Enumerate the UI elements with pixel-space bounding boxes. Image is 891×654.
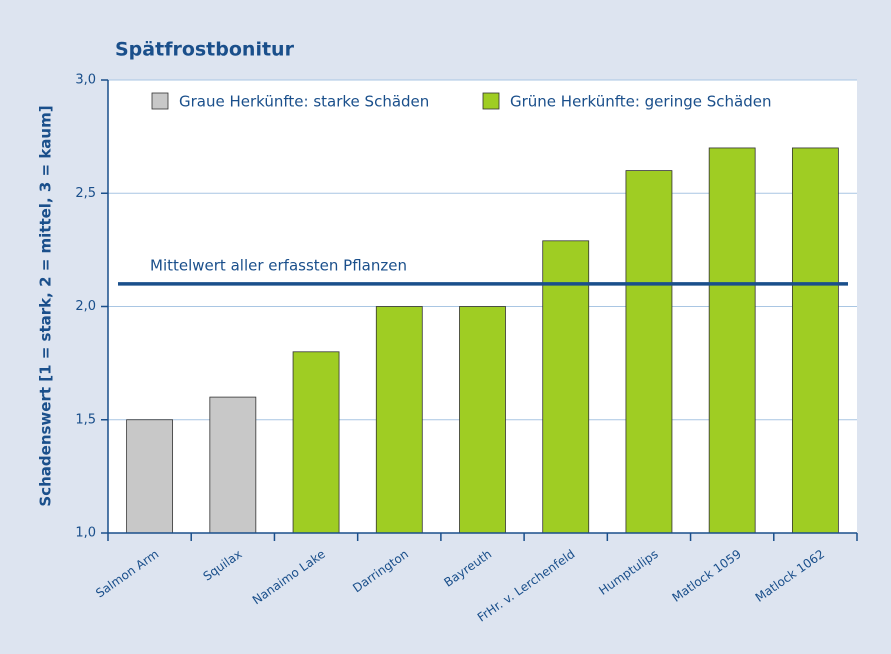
bar xyxy=(209,396,257,534)
y-tick-label: 2,5 xyxy=(75,186,96,201)
y-axis-label: Schadenswert [1 = stark, 2 = mittel, 3 =… xyxy=(37,105,55,506)
y-tick-label: 2,0 xyxy=(75,299,96,314)
bar xyxy=(459,306,506,534)
reference-label: Mittelwert aller erfassten Pflanzen xyxy=(150,256,407,274)
bar xyxy=(708,147,756,534)
y-tick-label: 1,0 xyxy=(75,526,96,541)
bar xyxy=(126,419,174,534)
bar xyxy=(375,306,423,534)
bar xyxy=(292,351,340,534)
bar xyxy=(791,147,839,534)
y-tick-label: 3,0 xyxy=(75,73,96,88)
legend-swatch xyxy=(151,92,169,110)
y-tick-label: 1,5 xyxy=(75,412,96,427)
bar xyxy=(542,240,590,534)
bar xyxy=(625,170,673,534)
legend-label: Grüne Herkünfte: geringe Schäden xyxy=(510,93,772,111)
legend-label: Graue Herkünfte: starke Schäden xyxy=(179,93,429,111)
chart-title: Spätfrostbonitur xyxy=(115,39,295,61)
legend-swatch xyxy=(482,92,500,110)
